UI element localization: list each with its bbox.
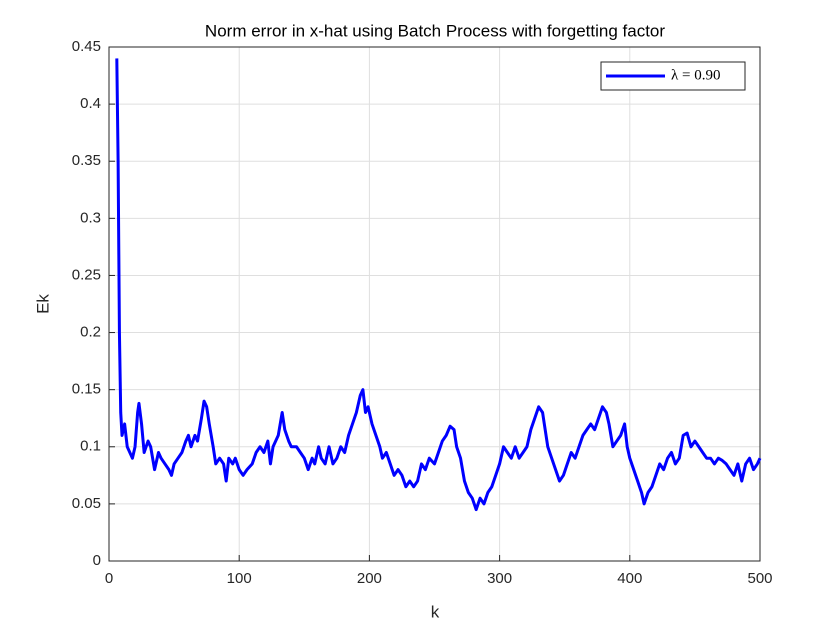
x-tick-label: 100 [227,570,252,587]
axes-box [108,46,761,562]
x-tick-label: 500 [747,570,772,587]
chart-title: Norm error in x-hat using Batch Process … [205,21,665,40]
x-tick-label: 200 [357,570,382,587]
y-tick-label: 0.3 [80,209,101,226]
x-tick-label: 300 [487,570,512,587]
plot-area [109,47,760,561]
y-tick-label: 0.45 [72,38,101,55]
x-tick-label: 0 [105,570,113,587]
y-tick-label: 0.35 [72,152,101,169]
y-tick-label: 0.25 [72,266,101,283]
y-axis-label: Ek [33,294,52,314]
y-tick-label: 0.15 [72,381,101,398]
x-axis-label: k [431,602,440,621]
legend-label: λ = 0.90 [671,67,720,83]
x-tick-label: 400 [617,570,642,587]
y-tick-label: 0.05 [72,495,101,512]
y-tick-label: 0.4 [80,95,101,112]
y-tick-label: 0 [93,552,101,569]
data-line [115,58,762,512]
y-tick-label: 0.1 [80,438,101,455]
y-tick-label: 0.2 [80,324,101,341]
